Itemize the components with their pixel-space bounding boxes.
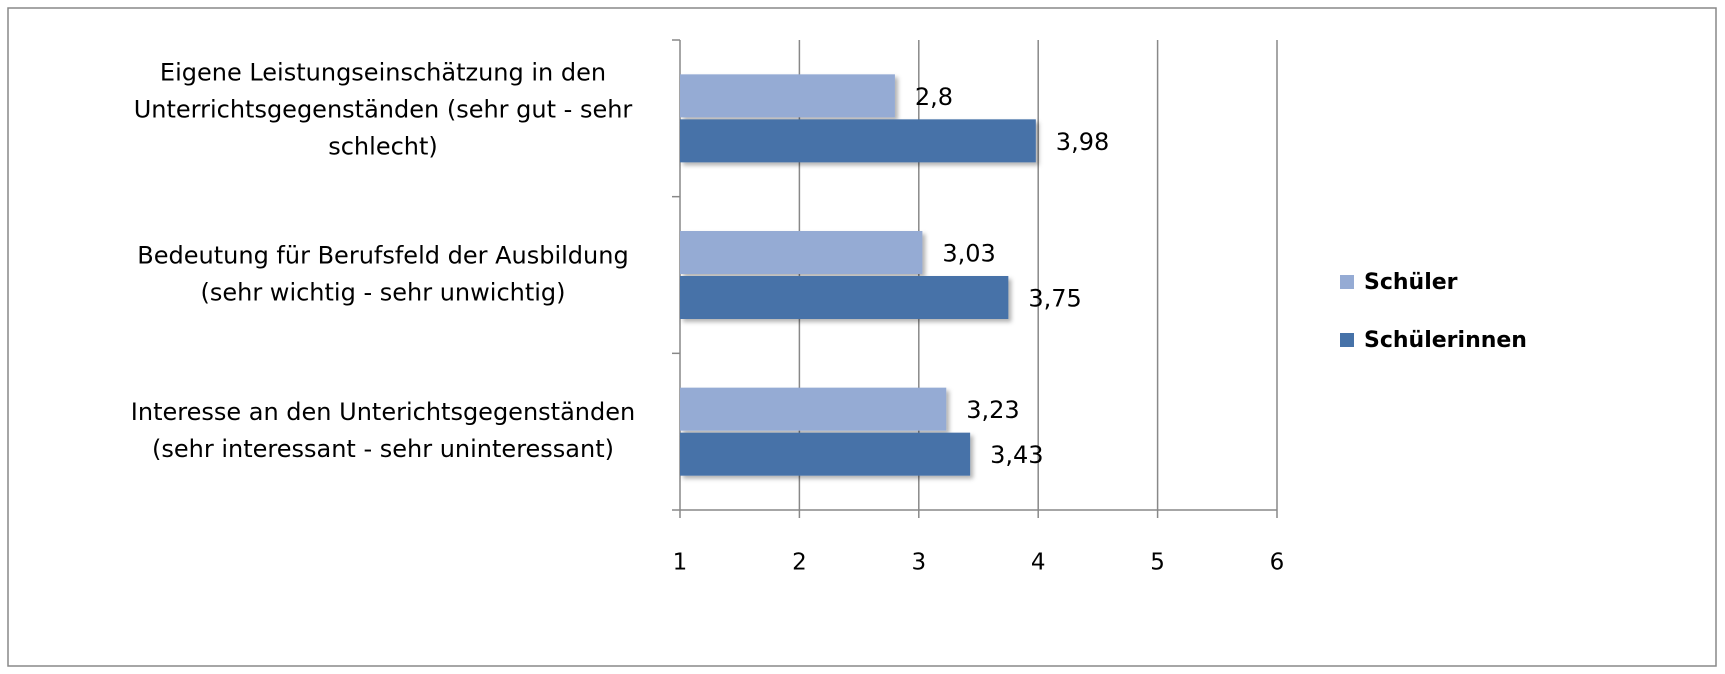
bar (680, 74, 895, 118)
x-tick-label: 1 (673, 550, 688, 576)
label-line: Unterrichtsgegenständen (sehr gut - sehr (134, 95, 633, 123)
bar (680, 119, 1036, 163)
x-tick-label: 4 (1031, 550, 1046, 576)
label-line: schlecht) (328, 132, 438, 160)
y-tick-label: Interesse an den Unterichtsgegenständen (… (131, 398, 635, 463)
chart-frame (7, 7, 1717, 667)
bar (680, 432, 971, 476)
label-line: Bedeutung für Berufsfeld der Ausbildung (137, 242, 628, 270)
bar (680, 276, 1009, 319)
y-tick-label: Bedeutung für Berufsfeld der Ausbildung (… (137, 242, 628, 307)
bar (680, 231, 923, 274)
legend-label: Schülerinnen (1364, 328, 1527, 353)
label-line: Interesse an den Unterichtsgegenständen (131, 398, 635, 426)
data-label: 3,23 (966, 396, 1019, 424)
x-tick-label: 6 (1270, 550, 1285, 576)
label-line: (sehr wichtig - sehr unwichtig) (200, 279, 565, 307)
data-label: 3,75 (1028, 285, 1081, 313)
data-label: 3,98 (1056, 128, 1109, 156)
data-label: 2,8 (915, 83, 953, 111)
legend-swatch (1340, 275, 1354, 289)
label-line: (sehr interessant - sehr uninteressant) (152, 435, 614, 463)
data-label: 3,43 (990, 441, 1043, 469)
legend-swatch (1340, 333, 1354, 347)
x-tick-label: 3 (911, 550, 926, 576)
data-label: 3,03 (942, 240, 995, 268)
label-line: Eigene Leistungseinschätzung in den (160, 58, 606, 86)
x-tick-label: 5 (1150, 550, 1165, 576)
x-tick-label: 2 (792, 550, 807, 576)
legend-label: Schüler (1364, 270, 1458, 295)
y-tick-label: Eigene Leistungseinschätzung in den Unter… (134, 58, 633, 160)
bar (680, 387, 947, 431)
